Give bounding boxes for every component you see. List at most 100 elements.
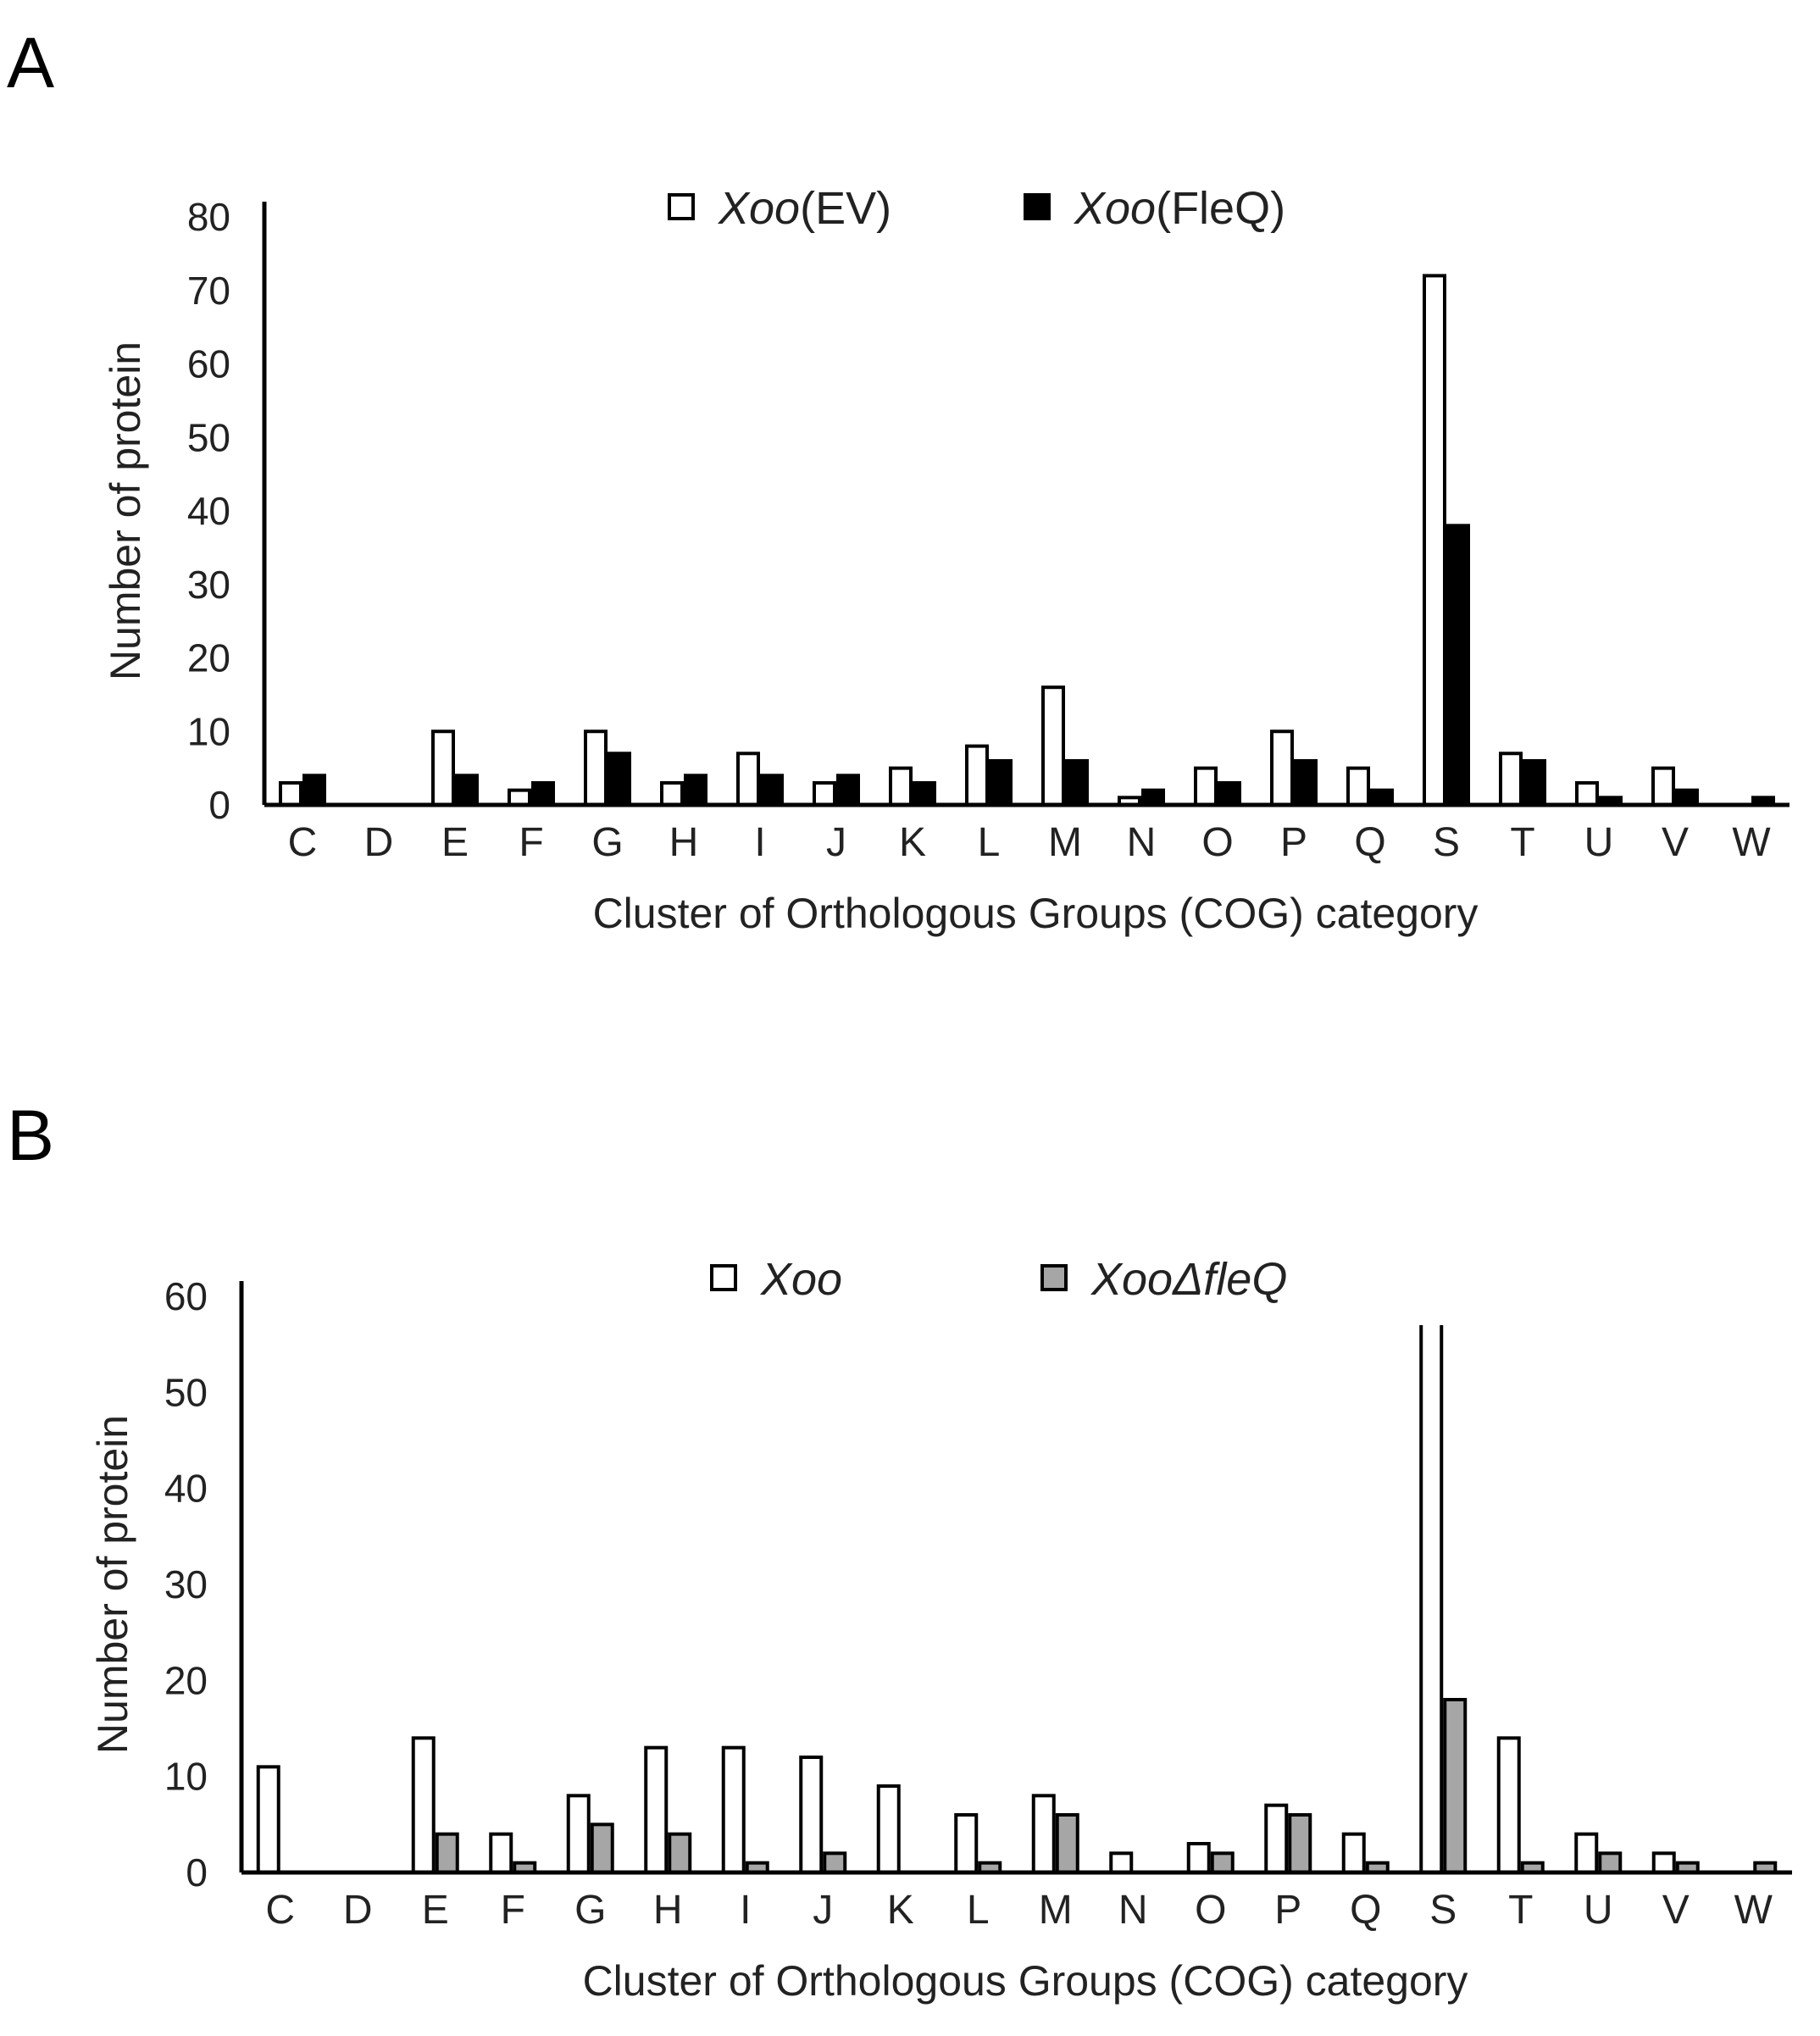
bar-A-I-series2 xyxy=(760,774,784,807)
x-tick-label: W xyxy=(1734,1888,1773,1933)
legend-label-2-name: Xoo xyxy=(1073,183,1156,234)
bar-A-U-series1 xyxy=(1575,780,1599,807)
x-tick-label: S xyxy=(1433,820,1460,865)
y-tick-label: 50 xyxy=(187,415,230,459)
bar-A-L-series2 xyxy=(989,758,1013,807)
y-tick-label: 60 xyxy=(187,342,230,386)
x-tick-label: Q xyxy=(1354,820,1385,865)
y-tick-label: 30 xyxy=(164,1562,208,1606)
bar-B-M-series1 xyxy=(1031,1794,1056,1874)
bar-A-P-series2 xyxy=(1294,758,1318,807)
bar-B-L-series1 xyxy=(954,1813,979,1874)
x-tick-label: U xyxy=(1584,820,1614,865)
bar-A-M-series1 xyxy=(1041,685,1065,807)
y-tick-label: 60 xyxy=(164,1274,208,1318)
bar-A-M-series2 xyxy=(1065,758,1089,807)
bar-B-U-series1 xyxy=(1574,1832,1599,1875)
bar-B-U-series2 xyxy=(1598,1851,1623,1874)
bar-A-E-series1 xyxy=(431,730,455,807)
x-tick-label: S xyxy=(1429,1888,1457,1933)
bar-A-V-series1 xyxy=(1651,766,1675,807)
x-tick-label: G xyxy=(591,820,623,865)
bar-A-Q-series2 xyxy=(1370,788,1394,807)
chart-a: 0 10 20 30 40 50 60 70 80 Number of protein C D E F G H… xyxy=(102,183,1789,937)
bar-B-J-series2 xyxy=(823,1851,847,1874)
legend-label-1-name: Xoo xyxy=(717,183,800,234)
legend-label-2-name: XooΔfleQ xyxy=(1090,1254,1287,1305)
bar-B-N-series1 xyxy=(1109,1851,1134,1874)
bar-A-F-series2 xyxy=(531,780,555,807)
bar-B-E-series2 xyxy=(435,1832,459,1875)
legend-label-1-suffix: (EV) xyxy=(800,183,891,234)
x-tick-label: I xyxy=(754,820,765,865)
bar-A-O-series1 xyxy=(1194,766,1218,807)
bar-A-C-series1 xyxy=(279,780,302,807)
y-tick-label: 0 xyxy=(186,1850,208,1895)
chart-b: 0 10 20 30 40 50 60 Number of protein C D E F G H I J K L… xyxy=(89,1254,1792,2005)
bar-A-G-series2 xyxy=(608,752,631,807)
bar-A-P-series1 xyxy=(1270,730,1294,807)
y-axis-title: Number of protein xyxy=(102,341,149,680)
y-tick-label: 50 xyxy=(164,1370,208,1414)
x-tick-label: L xyxy=(967,1888,990,1933)
bar-A-T-series1 xyxy=(1499,752,1523,807)
x-axis-title: Cluster of Orthologous Groups (COG) cate… xyxy=(583,1957,1468,2005)
x-tick-label: P xyxy=(1280,820,1307,865)
legend-label-1: Xoo(EV) xyxy=(717,183,891,234)
x-tick-label: H xyxy=(669,820,699,865)
bar-A-C-series2 xyxy=(302,774,326,807)
x-tick-label: T xyxy=(1508,1888,1533,1933)
legend-swatch-2 xyxy=(1040,1264,1068,1291)
bar-B-F-series1 xyxy=(489,1832,513,1875)
bar-A-F-series1 xyxy=(508,788,531,807)
y-tick-label: 40 xyxy=(187,489,230,533)
x-tick-label: O xyxy=(1195,1888,1226,1933)
x-tick-label: K xyxy=(887,1888,914,1933)
x-tick-label: O xyxy=(1201,820,1233,865)
y-tick-label: 20 xyxy=(164,1658,208,1702)
x-tick-label: J xyxy=(813,1888,833,1933)
x-tick-label: P xyxy=(1274,1888,1301,1933)
y-tick-label: 10 xyxy=(164,1755,208,1799)
x-tick-label: K xyxy=(899,820,926,865)
x-tick-label: Q xyxy=(1350,1888,1381,1933)
legend-label-2: XooΔfleQ xyxy=(1090,1254,1287,1305)
legend-label-2-suffix: (FleQ) xyxy=(1156,183,1285,234)
bar-B-O-series1 xyxy=(1186,1842,1211,1874)
x-tick-label: V xyxy=(1662,1888,1690,1933)
y-tick-label: 80 xyxy=(187,195,230,239)
legend-label-1: Xoo xyxy=(759,1254,842,1305)
x-tick-label: C xyxy=(288,820,318,865)
bar-B-E-series1 xyxy=(411,1736,436,1874)
bar-B-M-series2 xyxy=(1055,1813,1079,1874)
x-tick-label: D xyxy=(364,820,394,865)
x-tick-label: F xyxy=(519,820,543,865)
bar-B-G-series2 xyxy=(590,1822,614,1874)
bar-A-T-series2 xyxy=(1523,758,1546,807)
bar-B-P-series1 xyxy=(1264,1803,1289,1875)
bar-A-I-series1 xyxy=(736,752,760,807)
x-tick-label: E xyxy=(422,1888,449,1933)
x-tick-label: E xyxy=(441,820,469,865)
x-tick-label: F xyxy=(501,1888,525,1933)
bar-A-S-series1 xyxy=(1423,274,1446,807)
x-tick-label: C xyxy=(265,1888,295,1933)
bar-B-I-series1 xyxy=(721,1745,746,1875)
y-tick-label: 40 xyxy=(164,1467,208,1511)
bar-A-J-series2 xyxy=(836,774,860,807)
x-tick-label: M xyxy=(1039,1888,1073,1933)
bar-A-J-series1 xyxy=(813,780,836,807)
x-tick-label: T xyxy=(1510,820,1534,865)
x-axis-title: Cluster of Orthologous Groups (COG) cate… xyxy=(593,890,1479,937)
y-tick-label: 0 xyxy=(208,783,230,827)
bar-A-Q-series1 xyxy=(1346,766,1370,807)
bar-B-V-series1 xyxy=(1651,1851,1676,1874)
x-tick-label: L xyxy=(978,820,1001,865)
bar-A-E-series2 xyxy=(455,774,479,807)
y-tick-label: 70 xyxy=(187,269,230,313)
bar-B-P-series2 xyxy=(1288,1813,1312,1874)
bar-A-K-series2 xyxy=(913,780,936,807)
bar-B-C-series1 xyxy=(256,1765,280,1874)
x-tick-label: W xyxy=(1732,820,1771,865)
x-tick-label: U xyxy=(1584,1888,1613,1933)
